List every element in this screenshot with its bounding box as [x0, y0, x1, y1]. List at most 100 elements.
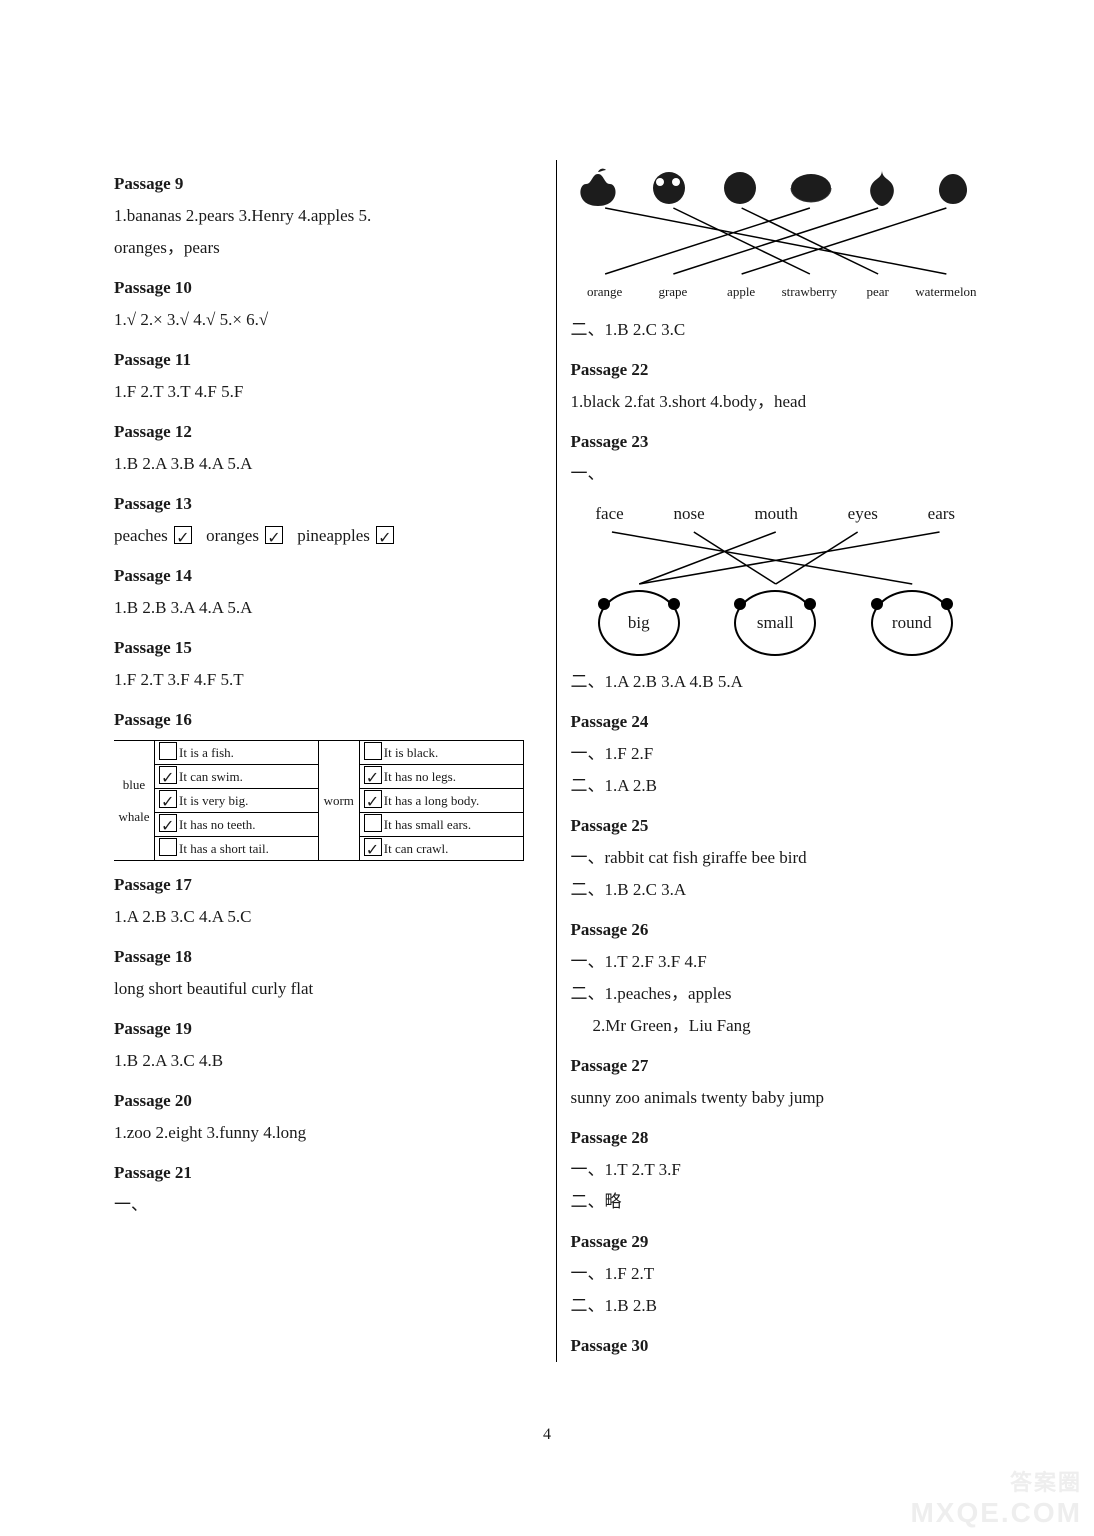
p23-word: ears	[928, 498, 955, 530]
page: Passage 9 1.bananas 2.pears 3.Henry 4.ap…	[0, 0, 1094, 1536]
passage-29-l1: 一、1.F 2.T	[571, 1258, 981, 1290]
passage-18-answers: long short beautiful curly flat	[114, 973, 524, 1005]
p16-left-stack: It is a fish. It can swim. It is very bi…	[155, 740, 319, 861]
fruit-label: apple	[707, 276, 775, 308]
p23-match-lines	[571, 530, 981, 586]
passage-24-l2: 二、1.A 2.B	[571, 770, 981, 802]
passage-9-line2: oranges，pears	[114, 232, 524, 264]
passage-29-heading: Passage 29	[571, 1226, 981, 1258]
passage-12-heading: Passage 12	[114, 416, 524, 448]
p23-word: eyes	[848, 498, 878, 530]
passage-23-section: 一、	[571, 458, 981, 490]
passage-13-checkrow: peaches oranges pineapples	[114, 520, 524, 552]
passage-20-answers: 1.zoo 2.eight 3.funny 4.long	[114, 1117, 524, 1149]
passage-15-answers: 1.F 2.T 3.F 4.F 5.T	[114, 664, 524, 696]
passage-19-heading: Passage 19	[114, 1013, 524, 1045]
p23-bubble: big	[598, 590, 680, 656]
p16-cell-text: It can crawl.	[384, 833, 449, 865]
p16-right-stack: It is black. It has no legs. It has a lo…	[360, 740, 524, 861]
passage-9-heading: Passage 9	[114, 168, 524, 200]
passage-20-heading: Passage 20	[114, 1085, 524, 1117]
passage-22-answers: 1.black 2.fat 3.short 4.body，head	[571, 386, 981, 418]
fruit-label: pear	[844, 276, 912, 308]
passage-10-heading: Passage 10	[114, 272, 524, 304]
passage-30-heading: Passage 30	[571, 1330, 981, 1362]
passage-14-answers: 1.B 2.B 3.A 4.A 5.A	[114, 592, 524, 624]
passage-26-heading: Passage 26	[571, 914, 981, 946]
checkbox-icon	[159, 742, 177, 760]
fruit-match-lines	[571, 206, 981, 276]
passage-26-l1: 一、1.T 2.F 3.F 4.F	[571, 946, 981, 978]
p23-word: nose	[673, 498, 704, 530]
p13-item-label: peaches	[114, 526, 172, 545]
passage-25-heading: Passage 25	[571, 810, 981, 842]
passage-23-part2: 二、1.A 2.B 3.A 4.B 5.A	[571, 666, 981, 698]
fruit-label: watermelon	[912, 276, 980, 308]
checkbox-icon	[364, 790, 382, 808]
passage-17-answers: 1.A 2.B 3.C 4.A 5.C	[114, 901, 524, 933]
page-number: 4	[0, 1426, 1094, 1444]
two-column-layout: Passage 9 1.bananas 2.pears 3.Henry 4.ap…	[114, 160, 980, 1362]
passage-13-heading: Passage 13	[114, 488, 524, 520]
passage-28-l2: 二、略	[571, 1186, 981, 1218]
passage-11-heading: Passage 11	[114, 344, 524, 376]
watermark-cn: 答案圈	[910, 1468, 1082, 1498]
fruit-label: strawberry	[775, 276, 843, 308]
fruit-icon	[575, 166, 621, 206]
passage-15-heading: Passage 15	[114, 632, 524, 664]
passage-11-answers: 1.F 2.T 3.T 4.F 5.F	[114, 376, 524, 408]
right-column: orangegrapeapplestrawberrypearwatermelon…	[556, 160, 981, 1362]
passage-22-heading: Passage 22	[571, 354, 981, 386]
p16-row: It can crawl.	[360, 837, 524, 861]
passage-19-answers: 1.B 2.A 3.C 4.B	[114, 1045, 524, 1077]
passage-14-heading: Passage 14	[114, 560, 524, 592]
checkbox-icon	[364, 814, 382, 832]
watermark-en: MXQE.COM	[910, 1498, 1082, 1528]
fruit-match-diagram: orangegrapeapplestrawberrypearwatermelon	[571, 166, 981, 308]
passage-25-l1: 一、rabbit cat fish giraffe bee bird	[571, 842, 981, 874]
watermark: 答案圈 MXQE.COM	[910, 1468, 1082, 1528]
fruit-icon	[717, 166, 763, 206]
left-column: Passage 9 1.bananas 2.pears 3.Henry 4.ap…	[114, 160, 524, 1362]
checkbox-icon	[364, 742, 382, 760]
passage-28-heading: Passage 28	[571, 1122, 981, 1154]
p23-word: face	[595, 498, 623, 530]
passage-26-l2: 二、1.peaches，apples	[571, 978, 981, 1010]
checkbox-icon	[159, 790, 177, 808]
fruit-label: orange	[571, 276, 639, 308]
p16-left-half: blue whale It is a fish. It can swim. It…	[114, 740, 319, 861]
checkbox-icon	[376, 526, 394, 544]
p23-bubble: round	[871, 590, 953, 656]
passage-27-heading: Passage 27	[571, 1050, 981, 1082]
passage-24-heading: Passage 24	[571, 706, 981, 738]
fruit-label: grape	[639, 276, 707, 308]
checkbox-icon	[174, 526, 192, 544]
passage-17-heading: Passage 17	[114, 869, 524, 901]
passage-29-l2: 二、1.B 2.B	[571, 1290, 981, 1322]
p16-right-label: worm	[319, 740, 360, 861]
p16-row: It has a short tail.	[155, 837, 319, 861]
checkbox-icon	[159, 766, 177, 784]
passage-9-line1: 1.bananas 2.pears 3.Henry 4.apples 5.	[114, 200, 524, 232]
checkbox-icon	[265, 526, 283, 544]
p23-bubble: small	[734, 590, 816, 656]
p16-right-half: worm It is black. It has no legs. It has…	[319, 740, 524, 861]
checkbox-icon	[159, 814, 177, 832]
p16-left-label: blue whale	[114, 740, 155, 861]
p23-bubbles: big small round	[571, 590, 981, 656]
checkbox-icon	[159, 838, 177, 856]
fruit-icon	[646, 166, 692, 206]
passage-16-table: blue whale It is a fish. It can swim. It…	[114, 740, 524, 861]
passage-21-section: 一、	[114, 1189, 524, 1221]
passage-10-answers: 1.√ 2.× 3.√ 4.√ 5.× 6.√	[114, 304, 524, 336]
passage-27-answers: sunny zoo animals twenty baby jump	[571, 1082, 981, 1114]
p13-item-label: pineapples	[297, 526, 374, 545]
fruit-label-row: orangegrapeapplestrawberrypearwatermelon	[571, 276, 981, 308]
passage-18-heading: Passage 18	[114, 941, 524, 973]
passage-23-heading: Passage 23	[571, 426, 981, 458]
p16-cell-text: It has a short tail.	[179, 833, 269, 865]
passage-24-l1: 一、1.F 2.F	[571, 738, 981, 770]
checkbox-icon	[364, 766, 382, 784]
checkbox-icon	[364, 838, 382, 856]
fruit-icon	[788, 166, 834, 206]
